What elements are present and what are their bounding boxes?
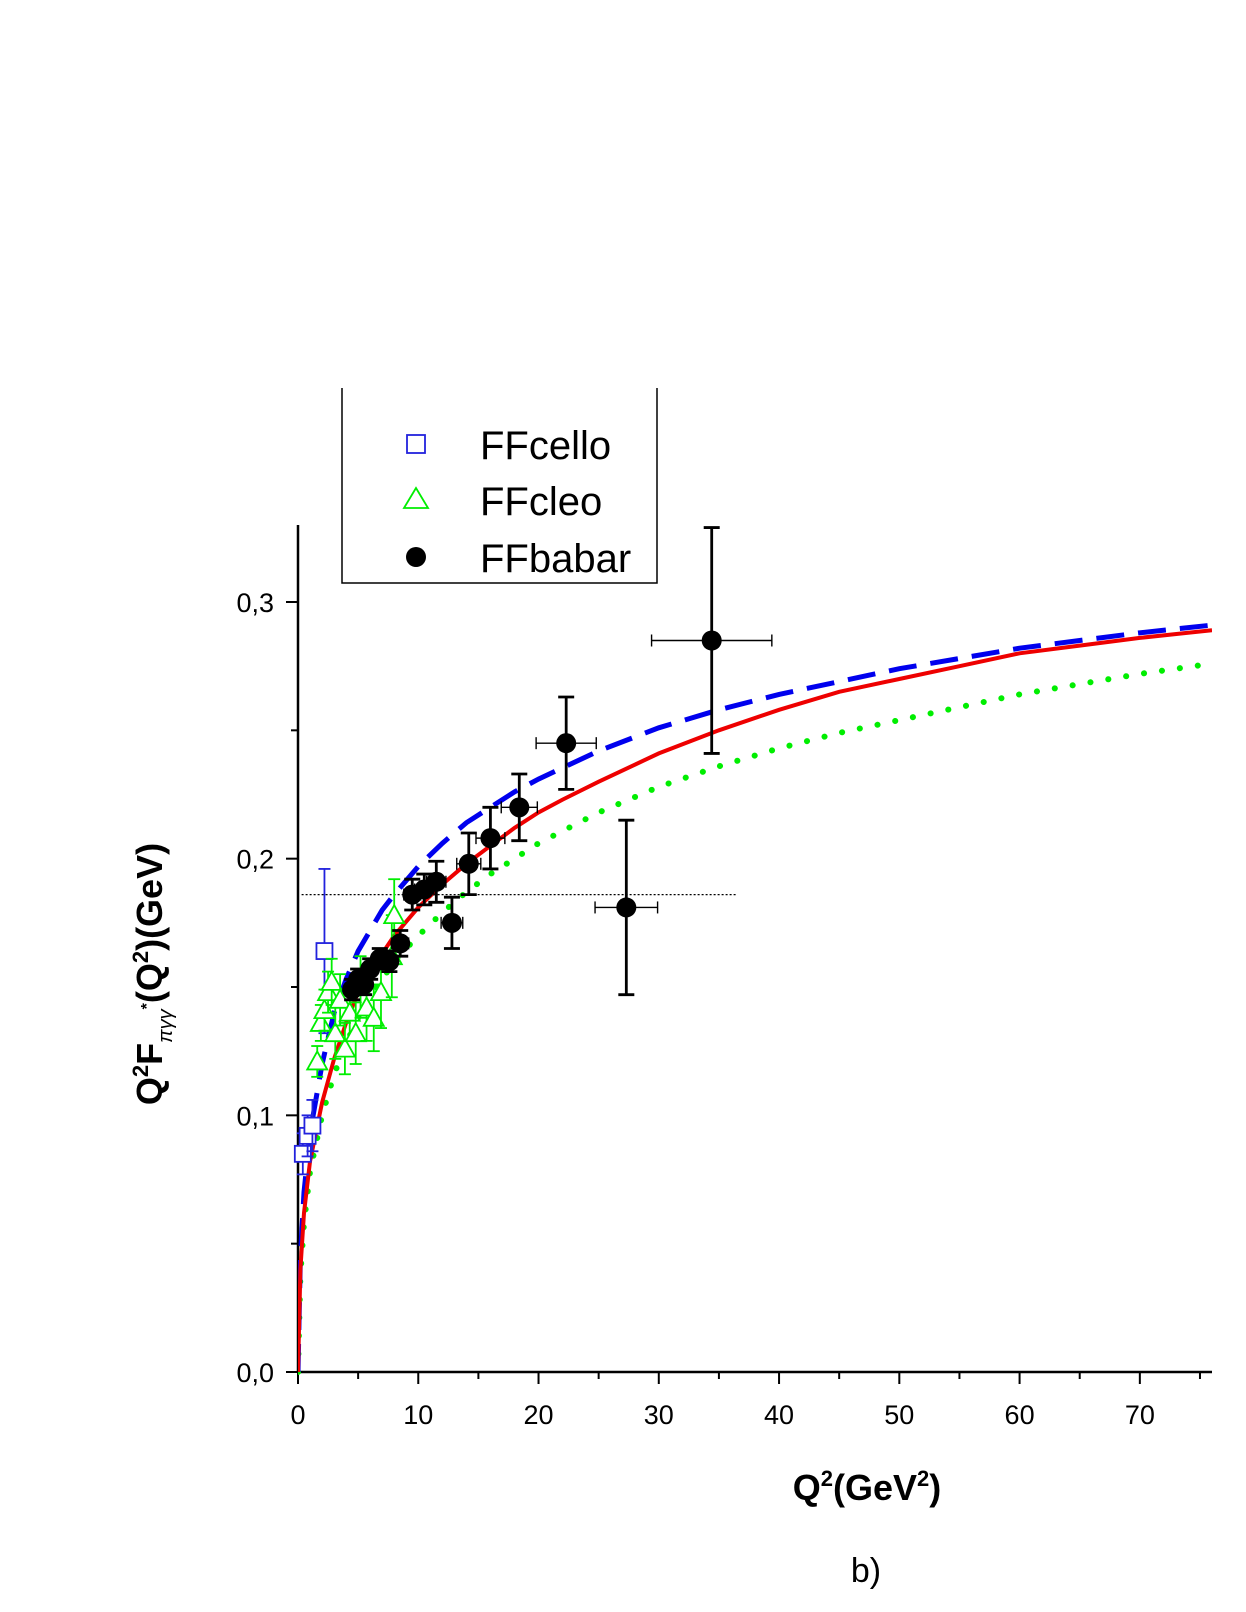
y-tick-label: 0,3 — [236, 588, 274, 618]
y-axis-title-q: Q — [129, 1077, 170, 1105]
y-tick-label: 0,0 — [236, 1358, 274, 1388]
x-tick-label: 60 — [1005, 1400, 1035, 1430]
x-axis-title-end: ) — [929, 1467, 941, 1508]
data-point-triangle — [382, 903, 406, 925]
data-point-circle — [441, 912, 462, 933]
y-axis-title-sup: 2 — [128, 1065, 153, 1077]
x-tick-label: 20 — [524, 1400, 554, 1430]
data-point-triangle — [320, 970, 344, 991]
x-tick-label: 50 — [884, 1400, 914, 1430]
data-point-triangle — [338, 1000, 362, 1022]
x-tick-label: 70 — [1125, 1400, 1155, 1430]
legend: FFcello FFcleo FFbabar — [341, 388, 658, 584]
y-tick-label: 0,2 — [236, 845, 274, 875]
y-tick-label: 0,1 — [236, 1101, 274, 1131]
data-point-triangle — [333, 1036, 357, 1058]
y-axis-title-subsup: * — [139, 1002, 156, 1009]
data-point-triangle — [312, 998, 336, 1019]
y-axis-title-f: F — [129, 1043, 170, 1065]
legend-marker-cello — [406, 434, 426, 454]
data-point-square — [303, 1116, 322, 1135]
data-point-triangle — [362, 1005, 386, 1027]
data-point-triangle — [323, 1021, 347, 1043]
x-tick-label: 0 — [290, 1400, 305, 1430]
data-point-circle — [701, 630, 722, 651]
y-axis-title: Q2Fπγγ*(Q2)(GeV) — [128, 843, 177, 1105]
curve-dashed — [298, 622, 1212, 1373]
y-axis-title-sup3: 2 — [128, 951, 153, 963]
legend-label-cleo: FFcleo — [480, 480, 602, 524]
series-FFbabar — [342, 526, 773, 1002]
data-point-circle — [480, 828, 501, 849]
data-point-circle — [509, 797, 530, 818]
series-FFcello — [293, 868, 334, 1176]
data-point-circle — [616, 897, 637, 918]
legend-marker-babar — [406, 547, 426, 567]
data-point-square — [315, 942, 334, 960]
legend-frame — [341, 388, 658, 584]
legend-label-cello: FFcello — [480, 424, 611, 468]
x-tick-label: 10 — [403, 1400, 433, 1430]
x-axis-title-sup1: 2 — [821, 1466, 833, 1491]
axes: 0 10 20 30 40 50 60 70 0,0 0,1 0,2 0,3 — [236, 525, 1212, 1430]
data-points — [293, 526, 773, 1176]
data-point-triangle — [344, 1021, 368, 1043]
data-point-triangle — [369, 980, 393, 1002]
x-axis-title-q: Q — [793, 1467, 821, 1508]
figure-caption: b) — [851, 1552, 881, 1590]
curve-solid — [298, 628, 1212, 1373]
legend-label-babar: FFbabar — [480, 537, 631, 581]
x-tick-label: 40 — [764, 1400, 794, 1430]
x-axis-title-mid: (GeV — [833, 1467, 917, 1508]
data-point-circle — [458, 853, 479, 874]
curve-dotted — [298, 660, 1212, 1375]
legend-marker-cleo — [402, 486, 430, 509]
x-tick-label: 30 — [644, 1400, 674, 1430]
data-point-circle — [426, 871, 447, 892]
data-point-circle — [556, 733, 577, 754]
x-axis-title: Q2(GeV2) — [793, 1466, 942, 1508]
y-axis-title-rest2: )(GeV) — [129, 843, 170, 951]
data-point-circle — [390, 933, 411, 954]
model-curves — [298, 622, 1212, 1375]
data-point-triangle — [305, 1049, 329, 1071]
x-axis-title-sup2: 2 — [917, 1466, 929, 1491]
y-axis-title-rest1: (Q — [129, 963, 170, 1003]
data-point-triangle — [316, 980, 340, 1002]
y-axis-title-sub: πγγ — [155, 1008, 177, 1042]
data-point-circle — [379, 951, 400, 972]
